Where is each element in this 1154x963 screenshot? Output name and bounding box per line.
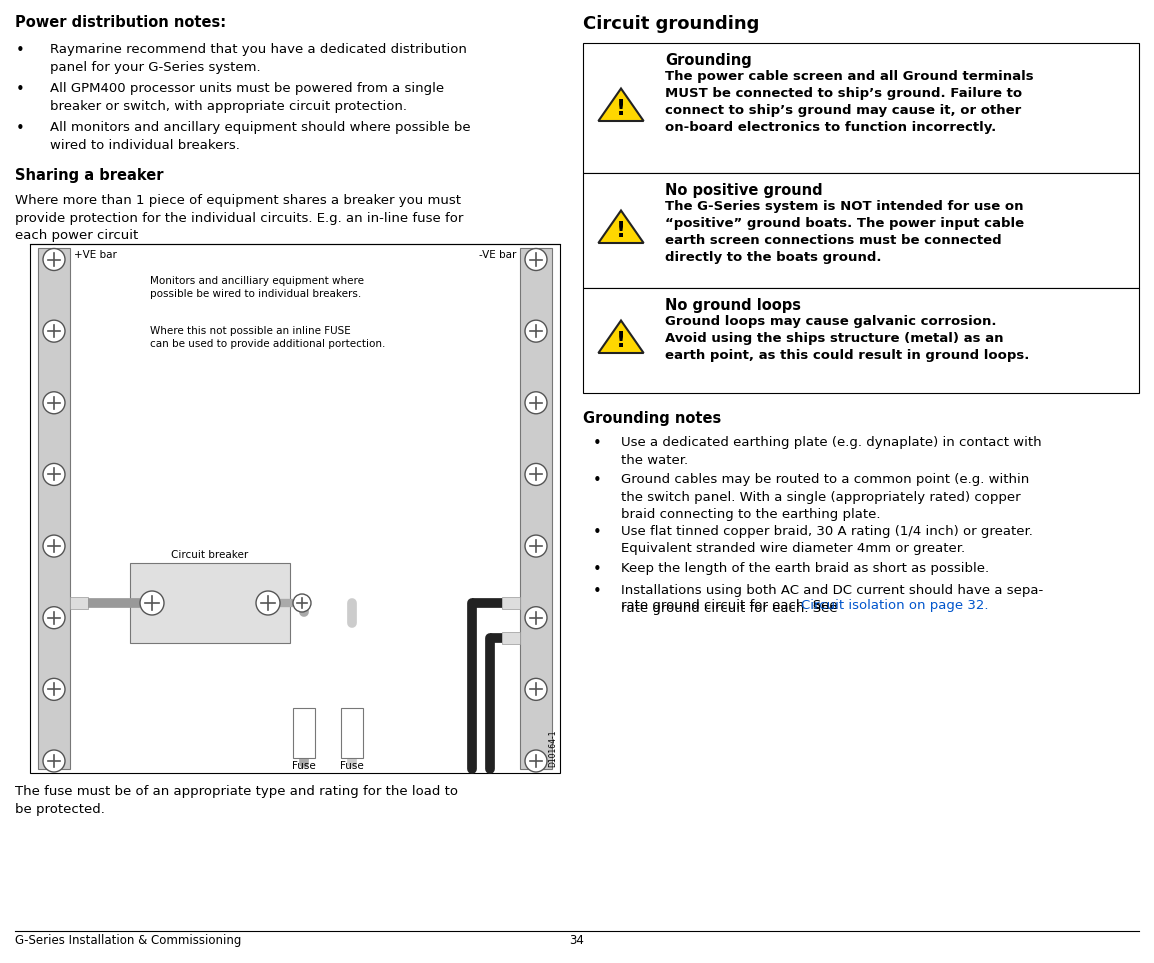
Text: •: • (16, 121, 24, 136)
Text: Fuse: Fuse (292, 761, 316, 771)
Polygon shape (599, 321, 644, 353)
Text: No positive ground: No positive ground (665, 183, 823, 198)
Text: Grounding notes: Grounding notes (583, 411, 721, 426)
Text: Monitors and ancilliary equipment where
possible be wired to individual breakers: Monitors and ancilliary equipment where … (150, 275, 364, 299)
Text: !: ! (616, 221, 627, 242)
Bar (38, 247, 70, 769)
Text: •: • (593, 473, 601, 488)
Text: The G-Series system is NOT intended for use on
“positive” ground boats. The powe: The G-Series system is NOT intended for … (665, 200, 1024, 264)
Circle shape (43, 392, 65, 414)
Text: Power distribution notes:: Power distribution notes: (15, 15, 226, 30)
Circle shape (525, 463, 547, 485)
Circle shape (525, 392, 547, 414)
Text: •: • (16, 43, 24, 58)
Circle shape (43, 607, 65, 629)
Bar (70, 597, 88, 609)
Bar (583, 288, 1139, 393)
Circle shape (525, 320, 547, 342)
Text: Circuit breaker: Circuit breaker (172, 550, 248, 560)
Polygon shape (599, 211, 644, 243)
Text: Use flat tinned copper braid, 30 A rating (1/4 inch) or greater.
Equivalent stra: Use flat tinned copper braid, 30 A ratin… (621, 525, 1033, 555)
Circle shape (140, 591, 164, 615)
Circle shape (525, 750, 547, 772)
Text: The power cable screen and all Ground terminals
MUST be connected to ship’s grou: The power cable screen and all Ground te… (665, 70, 1034, 134)
Text: Fuse: Fuse (340, 761, 364, 771)
Text: G-Series Installation & Commissioning: G-Series Installation & Commissioning (15, 934, 241, 947)
Bar (340, 708, 364, 758)
Text: •: • (593, 525, 601, 539)
Bar (502, 597, 520, 609)
Text: Where more than 1 piece of equipment shares a breaker you must
provide protectio: Where more than 1 piece of equipment sha… (15, 194, 464, 242)
Text: •: • (593, 561, 601, 577)
Text: Ground loops may cause galvanic corrosion.
Avoid using the ships structure (meta: Ground loops may cause galvanic corrosio… (665, 315, 1029, 362)
Text: Use a dedicated earthing plate (e.g. dynaplate) in contact with
the water.: Use a dedicated earthing plate (e.g. dyn… (621, 436, 1042, 466)
Text: D10164-1: D10164-1 (548, 730, 557, 767)
Text: All monitors and ancillary equipment should where possible be
wired to individua: All monitors and ancillary equipment sho… (50, 121, 471, 151)
Text: •: • (593, 584, 601, 599)
Bar (130, 563, 290, 643)
Bar (583, 173, 1139, 288)
Bar (293, 708, 315, 758)
Text: Sharing a breaker: Sharing a breaker (15, 168, 164, 183)
Text: Grounding: Grounding (665, 53, 751, 68)
Polygon shape (599, 89, 644, 121)
Circle shape (525, 535, 547, 557)
Text: 34: 34 (570, 934, 584, 947)
Text: •: • (16, 82, 24, 97)
Text: The fuse must be of an appropriate type and rating for the load to
be protected.: The fuse must be of an appropriate type … (15, 785, 458, 816)
Circle shape (43, 535, 65, 557)
Circle shape (293, 594, 310, 612)
Circle shape (43, 678, 65, 700)
Circle shape (525, 248, 547, 271)
Text: Installations using both AC and DC current should have a sepa-
rate ground circu: Installations using both AC and DC curre… (621, 584, 1043, 614)
Text: No ground loops: No ground loops (665, 298, 801, 313)
Bar (583, 43, 1139, 173)
Circle shape (43, 248, 65, 271)
Circle shape (43, 750, 65, 772)
Text: Circuit grounding: Circuit grounding (583, 15, 759, 33)
Bar (30, 244, 560, 773)
Text: Ground cables may be routed to a common point (e.g. within
the switch panel. Wit: Ground cables may be routed to a common … (621, 473, 1029, 521)
Text: All GPM400 processor units must be powered from a single
breaker or switch, with: All GPM400 processor units must be power… (50, 82, 444, 113)
Circle shape (43, 320, 65, 342)
Text: !: ! (616, 331, 627, 351)
Bar (502, 632, 520, 644)
Text: !: ! (616, 99, 627, 119)
Circle shape (525, 607, 547, 629)
Text: -VE bar: -VE bar (479, 249, 516, 259)
Circle shape (256, 591, 280, 615)
Bar (520, 247, 552, 769)
Text: Where this not possible an inline FUSE
can be used to provide additional portect: Where this not possible an inline FUSE c… (150, 325, 385, 349)
Circle shape (43, 463, 65, 485)
Circle shape (525, 678, 547, 700)
Text: •: • (593, 436, 601, 451)
Text: +VE bar: +VE bar (74, 249, 117, 259)
Text: Circuit isolation on page 32.: Circuit isolation on page 32. (801, 598, 989, 612)
Text: Keep the length of the earth braid as short as possible.: Keep the length of the earth braid as sh… (621, 561, 989, 575)
Text: rate ground circuit for each. See: rate ground circuit for each. See (621, 598, 842, 612)
Text: Raymarine recommend that you have a dedicated distribution
panel for your G-Seri: Raymarine recommend that you have a dedi… (50, 43, 467, 73)
